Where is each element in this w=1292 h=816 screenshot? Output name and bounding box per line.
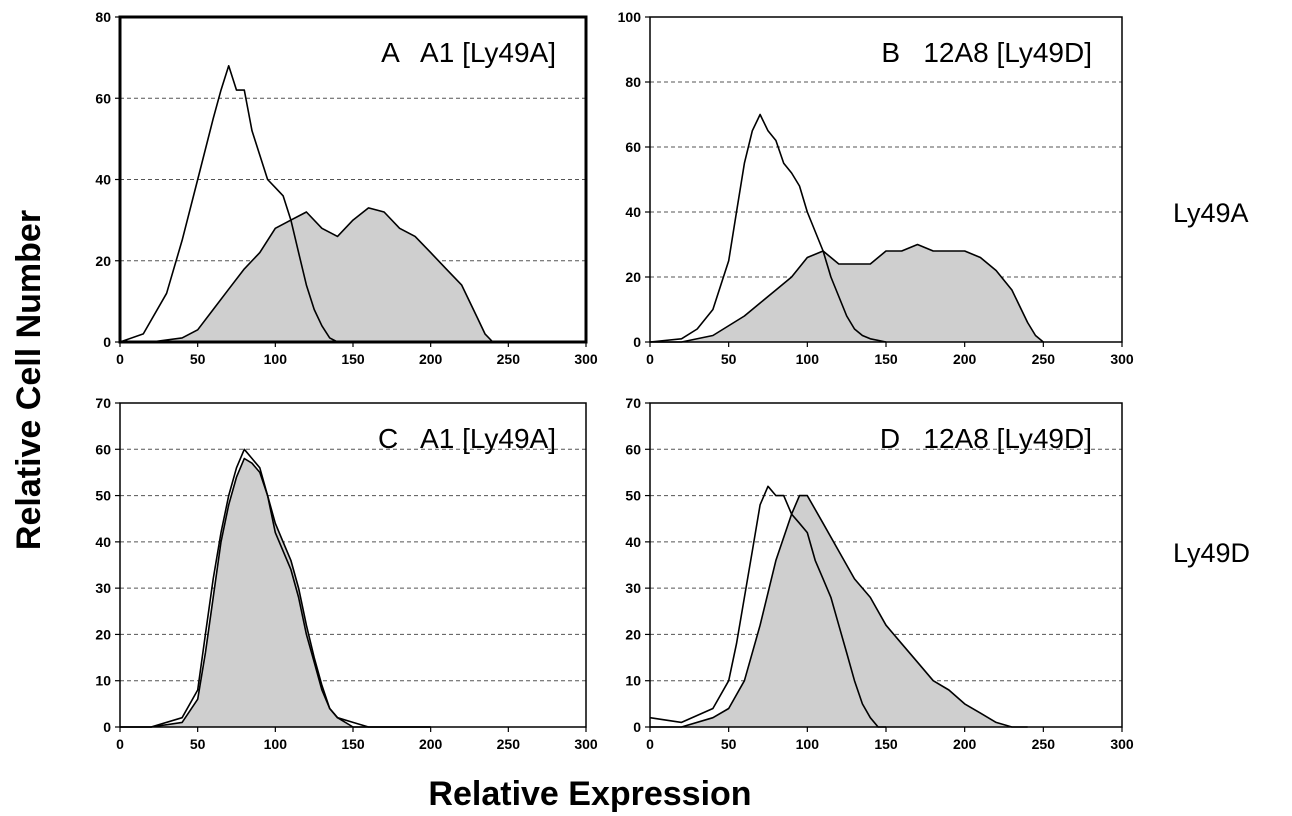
series-line-b-1 xyxy=(650,243,1044,343)
panel-title-c: C A1 [Ly49A] xyxy=(378,423,556,454)
x-tick-label-b-4: 200 xyxy=(953,351,977,367)
y-tick-label-a-0: 0 xyxy=(103,334,111,350)
y-tick-label-d-3: 30 xyxy=(625,580,641,596)
y-tick-label-d-1: 10 xyxy=(625,673,641,689)
x-tick-label-a-6: 300 xyxy=(574,351,598,367)
y-tick-label-d-6: 60 xyxy=(625,441,641,457)
x-tick-label-a-0: 0 xyxy=(116,351,124,367)
panel-title-a: A A1 [Ly49A] xyxy=(381,37,556,68)
x-tick-label-c-0: 0 xyxy=(116,736,124,752)
x-tick-label-c-4: 200 xyxy=(419,736,443,752)
y-tick-label-c-5: 50 xyxy=(95,488,111,504)
x-tick-label-c-5: 250 xyxy=(497,736,521,752)
x-tick-label-c-1: 50 xyxy=(190,736,206,752)
y-tick-label-c-3: 30 xyxy=(95,580,111,596)
y-tick-label-a-3: 60 xyxy=(95,90,111,106)
panel-c: 0 10 20 30 40 50 60 70 0 50 100 150 200 250 300 C A1 [L… xyxy=(95,395,597,752)
y-tick-label-c-7: 70 xyxy=(95,395,111,411)
x-tick-label-b-5: 250 xyxy=(1032,351,1056,367)
x-tick-label-d-4: 200 xyxy=(953,736,977,752)
y-tick-label-b-4: 80 xyxy=(625,74,641,90)
series-fill-d-1 xyxy=(650,495,1028,727)
y-tick-label-d-4: 40 xyxy=(625,534,641,550)
x-tick-label-b-0: 0 xyxy=(646,351,654,367)
y-tick-label-d-2: 20 xyxy=(625,626,641,642)
y-tick-label-a-2: 40 xyxy=(95,172,111,188)
x-tick-label-d-3: 150 xyxy=(874,736,898,752)
panel-a: 0 20 40 60 80 0 50 100 150 200 250 300 A A1 [Ly49A] xyxy=(95,9,597,367)
series-line-a-1 xyxy=(120,207,494,343)
x-tick-label-b-6: 300 xyxy=(1110,351,1134,367)
x-tick-label-d-0: 0 xyxy=(646,736,654,752)
x-tick-label-a-2: 100 xyxy=(264,351,288,367)
y-axis-title: Relative Cell Number xyxy=(10,210,48,550)
y-tick-label-a-4: 80 xyxy=(95,9,111,25)
y-tick-label-c-0: 0 xyxy=(103,719,111,735)
x-tick-label-c-3: 150 xyxy=(341,736,365,752)
panel-b: 0 20 40 60 80 100 0 50 100 150 200 250 300 B 12A8 [Ly… xyxy=(618,9,1134,367)
panel-title-d: D 12A8 [Ly49D] xyxy=(880,423,1092,454)
x-tick-label-a-4: 200 xyxy=(419,351,443,367)
series-line-d-0 xyxy=(649,485,886,728)
x-axis-title: Relative Expression xyxy=(428,775,751,813)
y-tick-label-b-3: 60 xyxy=(625,139,641,155)
x-tick-label-a-3: 150 xyxy=(341,351,365,367)
x-tick-label-b-2: 100 xyxy=(796,351,820,367)
y-tick-label-c-2: 20 xyxy=(95,626,111,642)
x-tick-label-d-1: 50 xyxy=(721,736,737,752)
series-line-d-1 xyxy=(650,494,1028,728)
x-tick-label-b-1: 50 xyxy=(721,351,737,367)
y-tick-label-d-7: 70 xyxy=(625,395,641,411)
y-tick-label-c-1: 10 xyxy=(95,673,111,689)
y-tick-label-c-4: 40 xyxy=(95,534,111,550)
y-tick-label-b-5: 100 xyxy=(618,9,642,25)
y-tick-label-a-1: 20 xyxy=(95,253,111,269)
row-label-ly49d: Ly49D xyxy=(1173,538,1250,568)
series-line-c-0 xyxy=(120,448,431,728)
x-tick-label-a-1: 50 xyxy=(190,351,206,367)
series-fill-a-1 xyxy=(120,207,493,342)
x-tick-label-c-6: 300 xyxy=(574,736,598,752)
x-tick-label-d-6: 300 xyxy=(1110,736,1134,752)
row-label-ly49a: Ly49A xyxy=(1173,198,1249,228)
x-tick-label-b-3: 150 xyxy=(874,351,898,367)
y-tick-label-b-1: 20 xyxy=(625,269,641,285)
x-tick-label-a-5: 250 xyxy=(497,351,521,367)
y-tick-label-b-0: 0 xyxy=(633,334,641,350)
y-tick-label-c-6: 60 xyxy=(95,441,111,457)
y-tick-label-d-0: 0 xyxy=(633,719,641,735)
series-line-b-0 xyxy=(649,113,887,343)
y-tick-label-b-2: 40 xyxy=(625,204,641,220)
x-tick-label-d-5: 250 xyxy=(1032,736,1056,752)
panel-title-b: B 12A8 [Ly49D] xyxy=(881,37,1092,68)
series-line-a-0 xyxy=(119,65,346,343)
y-tick-label-d-5: 50 xyxy=(625,488,641,504)
panel-d: 0 10 20 30 40 50 60 70 0 50 100 150 200 250 300 D 12A8 … xyxy=(625,395,1133,752)
series-fill-c-1 xyxy=(120,458,431,727)
x-tick-label-c-2: 100 xyxy=(264,736,288,752)
series-fill-b-1 xyxy=(650,244,1044,342)
x-tick-label-d-2: 100 xyxy=(796,736,820,752)
